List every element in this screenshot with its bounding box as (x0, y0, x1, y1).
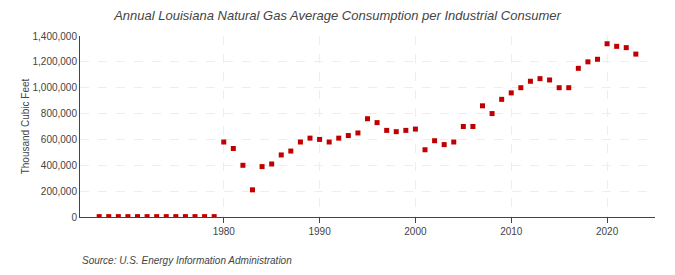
svg-text:Thousand Cubic Feet: Thousand Cubic Feet (20, 78, 31, 174)
svg-text:2020: 2020 (596, 226, 619, 237)
svg-text:800,000: 800,000 (41, 108, 78, 119)
svg-text:Source: U.S. Energy Informatio: Source: U.S. Energy Information Administ… (82, 255, 292, 266)
svg-text:1,000,000: 1,000,000 (33, 82, 78, 93)
svg-text:2010: 2010 (500, 226, 523, 237)
svg-text:1,200,000: 1,200,000 (33, 56, 78, 67)
svg-text:1980: 1980 (213, 226, 236, 237)
svg-text:1,400,000: 1,400,000 (33, 31, 78, 42)
svg-text:2000: 2000 (404, 226, 427, 237)
svg-text:400,000: 400,000 (41, 160, 78, 171)
svg-text:1990: 1990 (308, 226, 331, 237)
svg-text:200,000: 200,000 (41, 186, 78, 197)
svg-text:600,000: 600,000 (41, 134, 78, 145)
svg-text:Annual Louisiana Natural Gas A: Annual Louisiana Natural Gas Average Con… (113, 8, 561, 23)
svg-text:0: 0 (71, 212, 77, 223)
